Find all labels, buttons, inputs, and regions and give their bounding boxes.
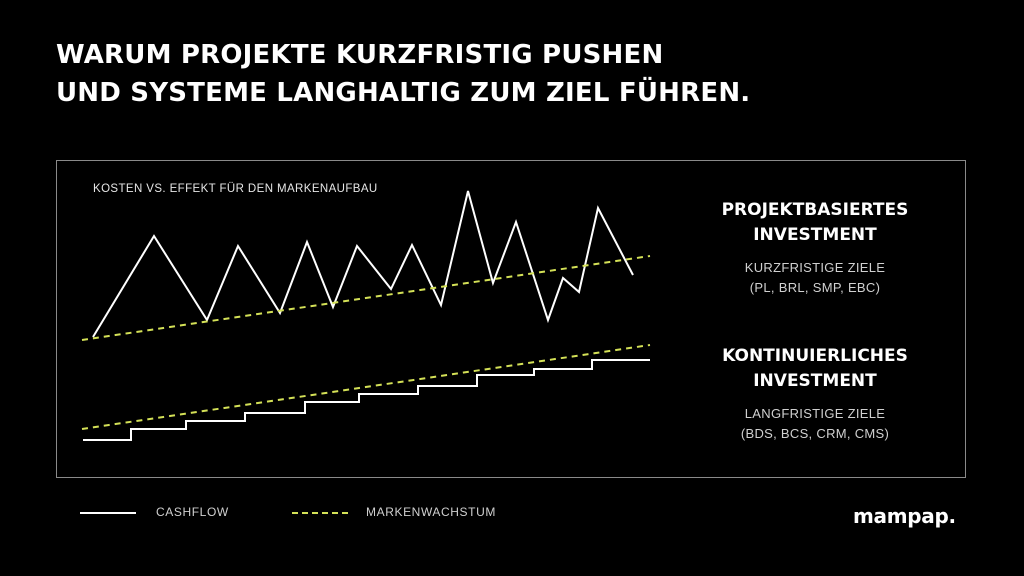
continuous-brand-growth-line: [81, 344, 651, 430]
legend-brand-growth-label: MARKENWACHSTUM: [366, 505, 496, 519]
project-investment-title: PROJEKTBASIERTES INVESTMENT: [700, 198, 930, 248]
headline-line-1: WARUM PROJEKTE KURZFRISTIG PUSHEN: [56, 40, 664, 70]
continuous-investment-title-line-1: KONTINUIERLICHES: [722, 346, 908, 366]
brand-logo: mampap.: [853, 504, 956, 528]
continuous-investment-goals: LANGFRISTIGE ZIELE: [744, 406, 886, 421]
project-investment-examples: (PL, BRL, SMP, EBC): [749, 280, 881, 295]
continuous-investment-title: KONTINUIERLICHES INVESTMENT: [700, 344, 930, 394]
project-cashflow-line: [92, 190, 634, 338]
project-investment-goals: KURZFRISTIGE ZIELE: [744, 260, 886, 275]
project-investment-title-line-1: PROJEKTBASIERTES: [721, 200, 909, 220]
project-investment-title-line-2: INVESTMENT: [753, 225, 877, 245]
diagram-label: KOSTEN VS. EFFEKT FÜR DEN MARKENAUFBAU: [93, 183, 378, 195]
continuous-investment-description: LANGFRISTIGE ZIELE (BDS, BCS, CRM, CMS): [700, 404, 930, 444]
continuous-cashflow-line: [83, 359, 650, 441]
legend-cashflow-label: CASHFLOW: [156, 505, 229, 519]
project-investment-block: PROJEKTBASIERTES INVESTMENT KURZFRISTIGE…: [700, 198, 930, 298]
project-brand-growth-line: [81, 255, 651, 341]
project-investment-description: KURZFRISTIGE ZIELE (PL, BRL, SMP, EBC): [700, 258, 930, 298]
headline-line-2: UND SYSTEME LANGHALTIG ZUM ZIEL FÜHREN.: [56, 78, 751, 108]
continuous-investment-title-line-2: INVESTMENT: [753, 371, 877, 391]
continuous-investment-examples: (BDS, BCS, CRM, CMS): [740, 426, 890, 441]
headline: WARUM PROJEKTE KURZFRISTIG PUSHEN UND SY…: [56, 36, 750, 112]
diagram-panel: [56, 160, 966, 478]
legend-brand-growth-swatch: [292, 512, 348, 514]
continuous-investment-block: KONTINUIERLICHES INVESTMENT LANGFRISTIGE…: [700, 344, 930, 444]
legend-cashflow-swatch: [80, 512, 136, 514]
